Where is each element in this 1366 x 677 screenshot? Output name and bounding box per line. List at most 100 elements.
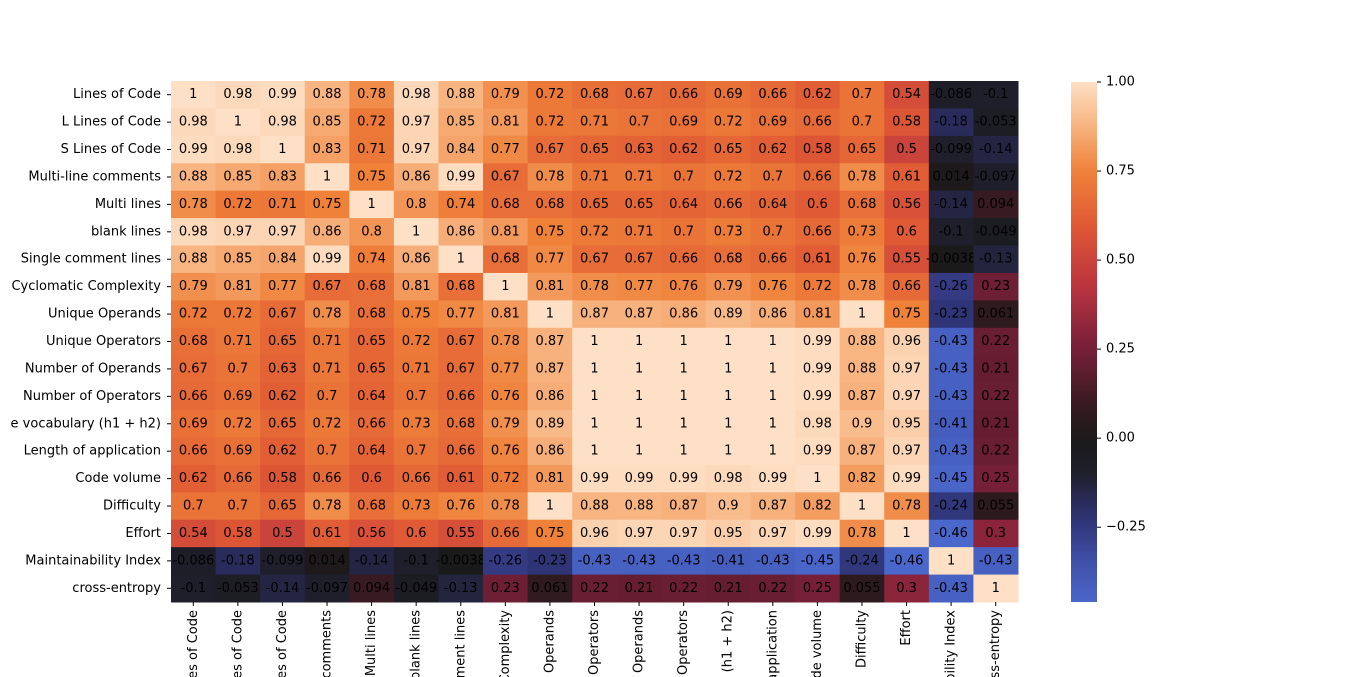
heatmap-cell (527, 163, 573, 192)
heatmap-cell (928, 519, 974, 548)
heatmap-cell (884, 464, 930, 493)
heatmap-cell (973, 218, 1019, 247)
cell-label: 0.89 (535, 416, 564, 431)
heatmap-cell (750, 190, 796, 219)
cell-label: 0.58 (892, 115, 921, 130)
cell-label: 0.81 (402, 279, 431, 294)
heatmap-cell (393, 218, 439, 247)
cell-label: 0.7 (673, 169, 694, 184)
heatmap-cell (527, 245, 573, 274)
cell-label: 0.5 (896, 142, 917, 157)
cell-label: 1 (947, 553, 955, 568)
colorbar-tick-label: 0.75 (1106, 164, 1135, 179)
heatmap-cell (304, 272, 350, 301)
heatmap-cell (705, 519, 752, 548)
cell-label: -0.1 (403, 553, 428, 568)
heatmap-cell (215, 547, 261, 576)
x-tick-label: Maintainability Index (944, 610, 959, 677)
heatmap-cell (839, 410, 885, 438)
cell-label: 0.56 (892, 197, 921, 212)
cell-label: 0.7 (762, 169, 783, 184)
cell-label: 0.76 (491, 444, 520, 459)
heatmap-cell (260, 190, 306, 219)
cell-label: 0.78 (313, 499, 342, 514)
cell-label: 0.68 (491, 252, 520, 267)
cell-label: 0.67 (491, 169, 520, 184)
cell-label: 1 (501, 279, 509, 294)
cell-label: 0.72 (714, 169, 743, 184)
heatmap-cell (839, 492, 885, 521)
cell-label: 0.77 (535, 252, 564, 267)
cell-label: 0.99 (313, 252, 342, 267)
heatmap-cell (661, 245, 707, 274)
cell-label: -0.049 (395, 581, 437, 596)
cell-label: 0.84 (446, 142, 475, 157)
cell-label: 0.69 (669, 115, 698, 130)
cell-label: 1 (724, 416, 732, 431)
cell-label: 1 (769, 444, 777, 459)
heatmap-cell (572, 519, 618, 548)
cell-label: 0.69 (179, 416, 208, 431)
heatmap-cell (839, 81, 885, 109)
heatmap-cell (750, 272, 796, 301)
heatmap-cell (750, 245, 796, 274)
cell-label: 0.73 (714, 224, 743, 239)
cell-label: 0.62 (758, 142, 787, 157)
colorbar-tick-label: 0.00 (1106, 431, 1135, 446)
heatmap-cell (171, 163, 217, 192)
cell-label: 0.87 (847, 444, 876, 459)
heatmap-cell (661, 437, 707, 466)
cell-label: 0.54 (179, 526, 208, 541)
cell-label: 0.78 (847, 279, 876, 294)
heatmap-cell (928, 327, 974, 356)
heatmap-cell (973, 547, 1019, 576)
heatmap-cell (215, 492, 261, 521)
heatmap-cell (438, 464, 484, 493)
cell-label: -0.41 (934, 416, 968, 431)
cell-label: 0.65 (847, 142, 876, 157)
heatmap-cell (839, 574, 885, 603)
y-tick-label: Multi lines (95, 197, 161, 212)
cell-label: -0.0038 (926, 252, 976, 267)
cell-label: 1 (635, 416, 643, 431)
cell-label: 0.66 (313, 471, 342, 486)
cell-label: 0.23 (491, 581, 520, 596)
cell-label: 0.66 (357, 416, 386, 431)
heatmap-cell (616, 574, 662, 603)
heatmap-cell (884, 163, 930, 192)
cell-label: -0.097 (306, 581, 348, 596)
cell-label: 0.76 (847, 252, 876, 267)
cell-label: 0.8 (361, 224, 382, 239)
cell-label: 0.77 (446, 307, 475, 322)
heatmap-cell (483, 135, 529, 164)
heatmap-cell (795, 108, 841, 137)
cell-label: 0.25 (981, 471, 1010, 486)
cell-label: -0.24 (934, 499, 968, 514)
cell-label: 0.81 (803, 307, 832, 322)
cell-label: 1 (590, 389, 598, 404)
cell-label: 1 (858, 307, 866, 322)
heatmap-cell (795, 327, 841, 356)
heatmap-cell (750, 355, 796, 384)
colorbar-tick-label: −0.25 (1106, 520, 1146, 535)
cell-label: 0.76 (758, 279, 787, 294)
cell-label: 0.76 (491, 389, 520, 404)
heatmap-cell (616, 410, 662, 438)
cell-label: 0.71 (268, 197, 297, 212)
cell-label: 0.78 (847, 169, 876, 184)
heatmap-cell (349, 574, 395, 603)
heatmap-cell (750, 218, 796, 247)
heatmap-cell (483, 519, 529, 548)
cell-label: 0.87 (535, 334, 564, 349)
colorbar-tick-label: 1.00 (1106, 75, 1135, 90)
cell-label: 0.86 (313, 224, 342, 239)
heatmap-cell (438, 81, 484, 109)
cell-label: 0.56 (357, 526, 386, 541)
heatmap-cell (260, 519, 306, 548)
heatmap-cell (527, 355, 573, 384)
heatmap-cell (928, 108, 974, 137)
cell-label: 0.69 (223, 444, 252, 459)
heatmap-cell (304, 410, 350, 438)
heatmap-cell (661, 327, 707, 356)
heatmap-cell (527, 327, 573, 356)
